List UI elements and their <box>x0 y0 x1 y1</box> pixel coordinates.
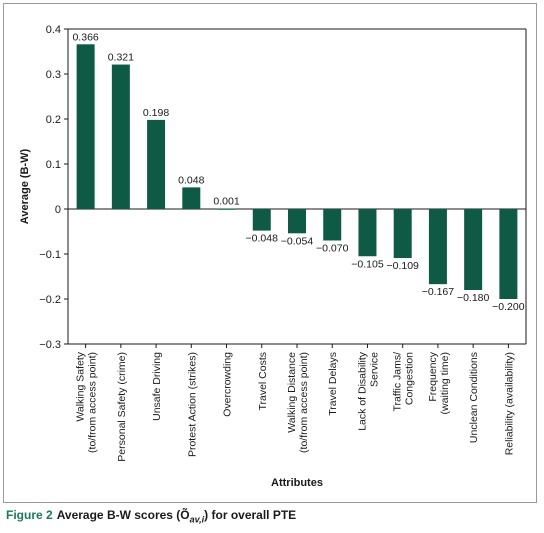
x-tick-label-line: Unsafe Driving <box>151 352 163 421</box>
x-tick-label-line: Congestion <box>404 352 416 405</box>
bar <box>393 209 412 259</box>
caption-subscript: av,i <box>189 514 205 525</box>
bar <box>499 209 518 299</box>
y-tick-label: 0.4 <box>46 24 61 36</box>
x-tick-label-line: Traffic Jams/ <box>392 352 404 412</box>
bar <box>182 187 201 209</box>
x-tick-label: Traffic Jams/Congestion <box>392 352 416 412</box>
x-tick-label-line: Protest Action (strikes) <box>186 352 198 457</box>
x-axis-label: Attributes <box>271 477 323 489</box>
data-label: −0.180 <box>457 292 490 304</box>
y-tick-label: −0.1 <box>39 249 61 261</box>
x-tick-label-line: Personal Safety (crime) <box>116 352 128 462</box>
x-tick-label-line: (to/from access point) <box>298 352 310 453</box>
x-tick-label: Walking Distance(to/from access point) <box>286 352 310 453</box>
bar <box>428 209 447 285</box>
y-tick-label: −0.3 <box>39 339 61 351</box>
x-tick-label-line: Overcrowding <box>222 352 234 417</box>
x-tick-label-line: Frequency <box>427 351 439 401</box>
x-tick-label-line: Service <box>368 352 380 387</box>
x-tick-label: Travel Delays <box>327 352 339 416</box>
bar <box>111 64 130 209</box>
bar <box>252 209 271 231</box>
bar <box>76 44 95 209</box>
data-label: 0.048 <box>178 174 204 186</box>
caption-prefix: Average B-W scores ( <box>56 508 181 522</box>
y-tick-label: 0.2 <box>46 114 61 126</box>
y-tick-label: −0.2 <box>39 294 61 306</box>
bar <box>464 209 483 290</box>
data-label: −0.109 <box>386 260 419 272</box>
data-label: −0.054 <box>281 235 314 247</box>
x-tick-label: Walking Safety(to/from access point) <box>75 351 99 453</box>
data-label: −0.105 <box>351 258 384 270</box>
bar <box>323 209 342 241</box>
x-tick-label: Reliability (availability) <box>503 352 515 455</box>
data-label: 0.001 <box>213 196 239 208</box>
caption-suffix: ) for overall PTE <box>204 508 297 522</box>
data-label: 0.198 <box>143 107 169 119</box>
chart-frame: 0.4 0.3 0.2 0.1 0 −0.1 −0.2 −0.3 Average (B-W) 0.… <box>3 3 537 503</box>
x-tick-label: Lack of DisabilityService <box>356 351 380 431</box>
y-tick-label: 0 <box>55 204 61 216</box>
figure-label: Figure 2 <box>6 508 53 522</box>
data-label: −0.048 <box>246 233 279 245</box>
x-tick-label-line: Walking Safety <box>75 351 87 421</box>
x-tick-label-line: (to/from access point) <box>87 352 99 453</box>
caption-symbol: Õ <box>180 508 190 522</box>
bar <box>358 209 377 257</box>
x-tick-label: Protest Action (strikes) <box>186 352 198 457</box>
data-label: 0.321 <box>108 52 134 64</box>
y-tick-label: 0.1 <box>46 159 61 171</box>
data-label: −0.200 <box>492 301 525 313</box>
data-label: −0.070 <box>316 243 349 255</box>
x-tick-label: Unclean Conditions <box>468 352 480 443</box>
x-tick-label: Overcrowding <box>222 352 234 417</box>
x-tick-label: Frequency(waiting time) <box>427 351 451 414</box>
x-tick-label: Unsafe Driving <box>151 352 163 421</box>
data-label: 0.366 <box>72 31 98 43</box>
y-axis-label: Average (B-W) <box>19 148 31 224</box>
x-tick-label-line: Reliability (availability) <box>503 352 515 455</box>
x-tick-label: Personal Safety (crime) <box>116 352 128 462</box>
bar-chart: 0.4 0.3 0.2 0.1 0 −0.1 −0.2 −0.3 Average (B-W) 0.… <box>19 24 527 489</box>
x-tick-label-line: Unclean Conditions <box>468 352 480 443</box>
bar <box>217 208 236 210</box>
bar <box>288 209 306 234</box>
x-tick-label-line: Travel Costs <box>257 352 269 411</box>
bar <box>147 119 166 209</box>
y-tick-label: 0.3 <box>46 69 61 81</box>
x-tick-label: Travel Costs <box>257 352 269 411</box>
figure-caption: Figure 2 Average B-W scores (Õav,i) for o… <box>6 508 296 524</box>
x-tick-label-line: Travel Delays <box>327 352 339 416</box>
caption-text: Average B-W scores (Õav,i) for overall P… <box>56 508 297 525</box>
x-tick-label-line: Walking Distance <box>286 352 298 433</box>
x-tick-label-line: (waiting time) <box>439 352 451 414</box>
data-label: −0.167 <box>422 286 455 298</box>
x-tick-label-line: Lack of Disability <box>356 351 368 431</box>
